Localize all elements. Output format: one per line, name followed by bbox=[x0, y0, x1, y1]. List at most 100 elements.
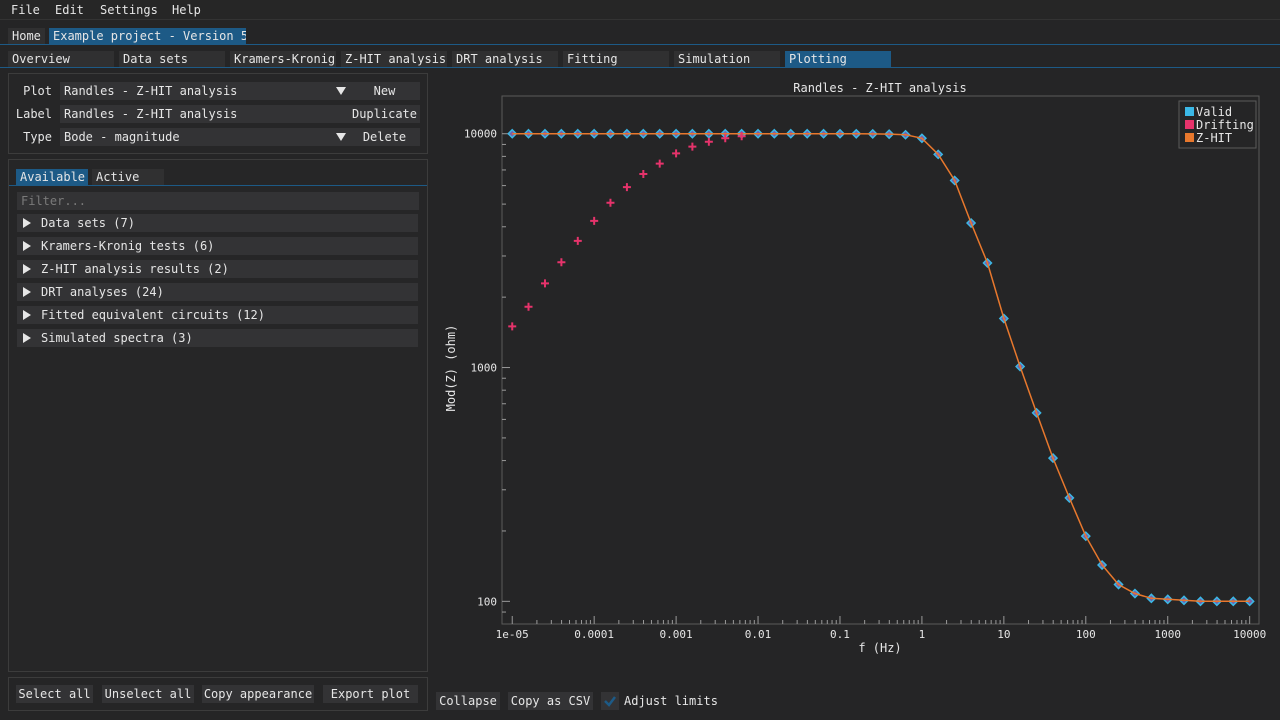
valid-point bbox=[1097, 559, 1108, 571]
select-all-button[interactable]: Select all bbox=[16, 685, 93, 703]
valid-point bbox=[736, 128, 747, 139]
expand-arrow-icon bbox=[23, 287, 31, 297]
unselect-all-button[interactable]: Unselect all bbox=[102, 685, 194, 703]
x-axis-label: f (Hz) bbox=[858, 641, 901, 655]
tab-active[interactable]: Active bbox=[92, 169, 164, 185]
project-tab-bar: Home Example project - Version 5 bbox=[0, 28, 1280, 44]
collapse-button[interactable]: Collapse bbox=[436, 692, 500, 710]
plot-area[interactable] bbox=[501, 95, 1260, 625]
expand-arrow-icon bbox=[23, 310, 31, 320]
tree-item-z-hit[interactable]: Z-HIT analysis results (2) bbox=[17, 260, 418, 278]
tab-simulation[interactable]: Simulation bbox=[674, 51, 780, 67]
tab-plotting[interactable]: Plotting bbox=[785, 51, 891, 67]
drifting-point bbox=[573, 236, 582, 245]
expand-arrow-icon bbox=[23, 218, 31, 228]
valid-point bbox=[752, 128, 764, 139]
type-combo[interactable]: Bode - magnitude bbox=[60, 128, 350, 146]
legend-label-zhit: Z-HIT bbox=[1196, 131, 1232, 145]
menu-edit[interactable]: Edit bbox=[55, 3, 84, 17]
tab-kramers-kronig[interactable]: Kramers-Kronig bbox=[230, 51, 336, 67]
valid-point bbox=[1178, 595, 1190, 606]
valid-point bbox=[671, 128, 682, 139]
legend-label-valid: Valid bbox=[1196, 105, 1232, 119]
legend-box bbox=[1178, 100, 1257, 149]
adjust-limits-checkbox[interactable] bbox=[601, 692, 619, 710]
valid-point bbox=[589, 128, 600, 139]
valid-point bbox=[966, 217, 977, 229]
menu-settings[interactable]: Settings bbox=[100, 3, 158, 17]
delete-button[interactable]: Delete bbox=[349, 128, 420, 146]
tab-z-hit-analysis[interactable]: Z-HIT analysis bbox=[341, 51, 447, 67]
valid-point bbox=[802, 128, 813, 139]
valid-point bbox=[539, 128, 551, 139]
tab-data-sets[interactable]: Data sets bbox=[119, 51, 225, 67]
export-plot-button[interactable]: Export plot bbox=[323, 685, 418, 703]
expand-arrow-icon bbox=[23, 333, 31, 343]
x-tick-label: 0.1 bbox=[830, 628, 850, 641]
valid-point bbox=[916, 133, 927, 144]
tree-item-simulated[interactable]: Simulated spectra (3) bbox=[17, 329, 418, 347]
drifting-point bbox=[672, 149, 681, 158]
valid-point bbox=[1195, 596, 1206, 607]
legend[interactable]: Valid Drifting Z-HIT bbox=[1178, 100, 1257, 149]
section-tab-bar: Overview Data sets Kramers-Kronig Z-HIT … bbox=[0, 51, 1280, 67]
y-tick-label: 100 bbox=[477, 595, 497, 608]
x-tick-label: 0.01 bbox=[745, 628, 772, 641]
zhit-line bbox=[512, 132, 1250, 603]
checkmark-icon bbox=[604, 696, 616, 707]
valid-point bbox=[1113, 579, 1124, 590]
x-tick-label: 10 bbox=[997, 628, 1010, 641]
valid-point bbox=[785, 128, 796, 139]
tree-item-drt[interactable]: DRT analyses (24) bbox=[17, 283, 418, 301]
copy-appearance-button[interactable]: Copy appearance bbox=[202, 685, 314, 703]
tab-fitting[interactable]: Fitting bbox=[563, 51, 669, 67]
valid-point bbox=[638, 128, 649, 139]
valid-point bbox=[605, 128, 616, 139]
legend-swatch-zhit bbox=[1185, 133, 1194, 142]
valid-point bbox=[720, 128, 731, 139]
valid-point bbox=[900, 129, 911, 140]
tab-home[interactable]: Home bbox=[8, 28, 45, 44]
duplicate-button[interactable]: Duplicate bbox=[349, 105, 420, 123]
plot-settings-panel: Plot Randles - Z-HIT analysis New Label … bbox=[8, 73, 428, 154]
new-button[interactable]: New bbox=[349, 82, 420, 100]
tab-drt-analysis[interactable]: DRT analysis bbox=[452, 51, 558, 67]
valid-point bbox=[1244, 596, 1255, 607]
filter-input[interactable]: Filter... bbox=[17, 192, 419, 210]
drifting-point bbox=[704, 137, 713, 146]
tree-item-label: DRT analyses (24) bbox=[41, 285, 164, 299]
valid-point bbox=[703, 128, 714, 139]
drifting-point bbox=[721, 134, 730, 143]
valid-point bbox=[818, 128, 829, 139]
x-tick-label: 1e-05 bbox=[496, 628, 529, 641]
type-combo-value: Bode - magnitude bbox=[64, 130, 180, 144]
valid-point bbox=[1129, 588, 1141, 599]
tab-available[interactable]: Available bbox=[16, 169, 88, 185]
tab-project[interactable]: Example project - Version 5 bbox=[49, 28, 246, 44]
tree-item-kramers-kronig[interactable]: Kramers-Kronig tests (6) bbox=[17, 237, 418, 255]
menu-help[interactable]: Help bbox=[172, 3, 201, 17]
valid-point bbox=[1146, 593, 1157, 604]
drifting-point bbox=[639, 169, 648, 178]
plot-label: Plot bbox=[23, 84, 52, 98]
valid-point bbox=[867, 128, 878, 139]
valid-point bbox=[1031, 407, 1042, 418]
tree-item-data-sets[interactable]: Data sets (7) bbox=[17, 214, 418, 232]
x-tick-label: 1 bbox=[919, 628, 926, 641]
plot-combo[interactable]: Randles - Z-HIT analysis bbox=[60, 82, 350, 100]
drifting-point bbox=[524, 302, 533, 311]
tree-item-fitted[interactable]: Fitted equivalent circuits (12) bbox=[17, 306, 418, 324]
menu-file[interactable]: File bbox=[11, 3, 40, 17]
x-axis: 1e-05 0.0001 0.001 0.01 0.1 1 10 100 1000 10000 bbox=[496, 616, 1266, 641]
tree-item-label: Z-HIT analysis results (2) bbox=[41, 262, 229, 276]
valid-point bbox=[572, 128, 583, 139]
copy-csv-button[interactable]: Copy as CSV bbox=[508, 692, 593, 710]
chevron-down-icon bbox=[336, 87, 346, 95]
valid-point bbox=[769, 128, 780, 139]
label-input[interactable]: Randles - Z-HIT analysis bbox=[60, 105, 350, 123]
valid-point bbox=[507, 128, 518, 139]
tab-overview[interactable]: Overview bbox=[8, 51, 114, 67]
y-axis: 100 1000 10000 bbox=[464, 128, 510, 613]
valid-point bbox=[523, 128, 534, 139]
legend-label-drifting: Drifting bbox=[1196, 118, 1254, 132]
